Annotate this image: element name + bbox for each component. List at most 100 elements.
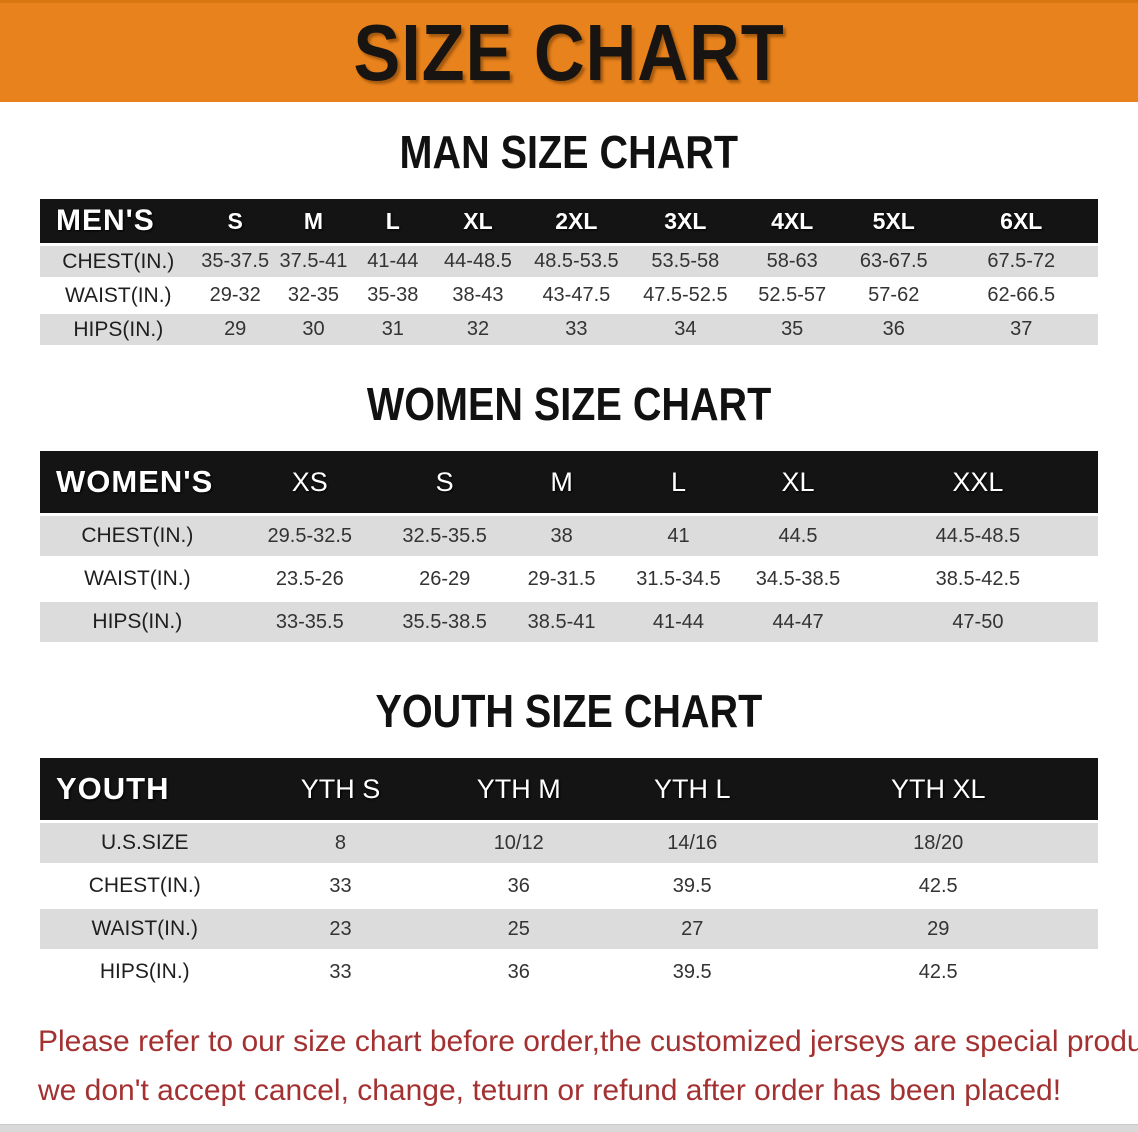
row-label: U.S.SIZE xyxy=(40,823,250,863)
size-value-cell: 29-32 xyxy=(196,280,274,311)
size-value-cell: 47-50 xyxy=(857,602,1098,642)
size-value-cell: 67.5-72 xyxy=(944,246,1098,277)
size-value-cell: 35-37.5 xyxy=(196,246,274,277)
column-header: YTH XL xyxy=(778,758,1098,820)
size-value-cell: 38 xyxy=(504,516,619,556)
size-value-cell: 35 xyxy=(741,314,843,345)
size-value-cell: 36 xyxy=(842,314,945,345)
man-size-chart-heading: MAN SIZE CHART xyxy=(0,128,1138,176)
table-row: WAIST(IN.) 23 25 27 29 xyxy=(40,909,1098,949)
size-value-cell: 32.5-35.5 xyxy=(384,516,505,556)
size-value-cell: 33 xyxy=(249,952,432,992)
column-header: L xyxy=(618,451,739,513)
size-value-cell: 31.5-34.5 xyxy=(618,559,739,599)
youth-size-chart-heading: YOUTH SIZE CHART xyxy=(0,687,1138,735)
size-value-cell: 62-66.5 xyxy=(944,280,1098,311)
women-size-table: WOMEN'S XS S M L XL XXL CHEST(IN.) 29.5-32.5 32.5… xyxy=(40,448,1098,645)
row-label: CHEST(IN.) xyxy=(40,246,197,277)
bottom-cutoff-strip xyxy=(0,1124,1138,1132)
column-header: 2XL xyxy=(523,199,630,243)
youth-size-table: YOUTH YTH S YTH M YTH L YTH XL U.S.SIZE 8 10/12… xyxy=(40,755,1098,995)
size-value-cell: 42.5 xyxy=(778,866,1098,906)
size-value-cell: 35.5-38.5 xyxy=(384,602,505,642)
size-value-cell: 33-35.5 xyxy=(234,602,385,642)
size-value-cell: 53.5-58 xyxy=(629,246,742,277)
size-value-cell: 23.5-26 xyxy=(234,559,385,599)
column-header: YTH L xyxy=(606,758,779,820)
row-label: WAIST(IN.) xyxy=(40,559,235,599)
size-value-cell: 58-63 xyxy=(741,246,843,277)
size-value-cell: 43-47.5 xyxy=(523,280,630,311)
size-value-cell: 29 xyxy=(778,909,1098,949)
table-header-row: WOMEN'S XS S M L XL XXL xyxy=(40,451,1098,513)
size-value-cell: 36 xyxy=(431,952,606,992)
table-row: HIPS(IN.) 29 30 31 32 33 34 35 36 37 xyxy=(40,314,1098,345)
column-header: M xyxy=(273,199,354,243)
size-value-cell: 26-29 xyxy=(384,559,505,599)
disclaimer-text: Please refer to our size chart before or… xyxy=(38,1017,1138,1115)
size-value-cell: 63-67.5 xyxy=(842,246,945,277)
size-value-cell: 29.5-32.5 xyxy=(234,516,385,556)
size-value-cell: 30 xyxy=(273,314,354,345)
size-value-cell: 41-44 xyxy=(618,602,739,642)
column-header: 3XL xyxy=(629,199,742,243)
size-value-cell: 38-43 xyxy=(432,280,524,311)
column-header: S xyxy=(384,451,505,513)
heading-text: MAN SIZE CHART xyxy=(399,126,739,178)
column-header: L xyxy=(353,199,433,243)
table-header-row: YOUTH YTH S YTH M YTH L YTH XL xyxy=(40,758,1098,820)
column-header: 5XL xyxy=(842,199,945,243)
table-title-cell: MEN'S xyxy=(40,199,197,243)
size-value-cell: 18/20 xyxy=(778,823,1098,863)
column-header: XXL xyxy=(857,451,1098,513)
size-value-cell: 25 xyxy=(431,909,606,949)
size-value-cell: 27 xyxy=(606,909,779,949)
size-value-cell: 57-62 xyxy=(842,280,945,311)
table-row: WAIST(IN.) 29-32 32-35 35-38 38-43 43-47.5 47.… xyxy=(40,280,1098,311)
disclaimer-line-2: we don't accept cancel, change, teturn o… xyxy=(38,1074,1062,1107)
row-label: HIPS(IN.) xyxy=(40,952,250,992)
size-value-cell: 31 xyxy=(353,314,433,345)
size-value-cell: 34.5-38.5 xyxy=(738,559,858,599)
column-header: XL xyxy=(432,199,524,243)
size-value-cell: 29 xyxy=(196,314,274,345)
row-label: CHEST(IN.) xyxy=(40,866,250,906)
heading-text: YOUTH SIZE CHART xyxy=(375,685,763,737)
size-value-cell: 32-35 xyxy=(273,280,354,311)
banner-title: SIZE CHART xyxy=(353,7,785,97)
row-label: HIPS(IN.) xyxy=(40,314,197,345)
size-value-cell: 36 xyxy=(431,866,606,906)
table-row: CHEST(IN.) 35-37.5 37.5-41 41-44 44-48.5 48.5… xyxy=(40,246,1098,277)
size-value-cell: 47.5-52.5 xyxy=(629,280,742,311)
table-row: U.S.SIZE 8 10/12 14/16 18/20 xyxy=(40,823,1098,863)
table-row: CHEST(IN.) 29.5-32.5 32.5-35.5 38 41 44.5 44.5… xyxy=(40,516,1098,556)
size-value-cell: 39.5 xyxy=(606,866,779,906)
column-header: XL xyxy=(738,451,858,513)
size-value-cell: 44.5 xyxy=(738,516,858,556)
size-value-cell: 33 xyxy=(523,314,630,345)
table-header-row: MEN'S S M L XL 2XL 3XL 4XL 5XL 6XL xyxy=(40,199,1098,243)
size-chart-banner: SIZE CHART xyxy=(0,0,1138,102)
size-value-cell: 38.5-41 xyxy=(504,602,619,642)
table-title-cell: YOUTH xyxy=(40,758,250,820)
size-value-cell: 37 xyxy=(944,314,1098,345)
column-header: S xyxy=(196,199,274,243)
size-value-cell: 44.5-48.5 xyxy=(857,516,1098,556)
size-value-cell: 41-44 xyxy=(353,246,433,277)
disclaimer-line-1: Please refer to our size chart before or… xyxy=(38,1025,1138,1058)
row-label: WAIST(IN.) xyxy=(40,280,197,311)
size-value-cell: 37.5-41 xyxy=(273,246,354,277)
column-header: YTH M xyxy=(431,758,606,820)
size-value-cell: 14/16 xyxy=(606,823,779,863)
column-header: 6XL xyxy=(944,199,1098,243)
size-value-cell: 29-31.5 xyxy=(504,559,619,599)
table-row: HIPS(IN.) 33-35.5 35.5-38.5 38.5-41 41-44 44-… xyxy=(40,602,1098,642)
size-value-cell: 38.5-42.5 xyxy=(857,559,1098,599)
column-header: 4XL xyxy=(741,199,843,243)
column-header: XS xyxy=(234,451,385,513)
table-title-cell: WOMEN'S xyxy=(40,451,235,513)
size-value-cell: 32 xyxy=(432,314,524,345)
heading-text: WOMEN SIZE CHART xyxy=(366,378,772,430)
size-tables-container: MAN SIZE CHART MEN'S S M L XL 2XL 3XL 4XL 5XL 6XL C… xyxy=(0,128,1138,995)
column-header: YTH S xyxy=(249,758,432,820)
